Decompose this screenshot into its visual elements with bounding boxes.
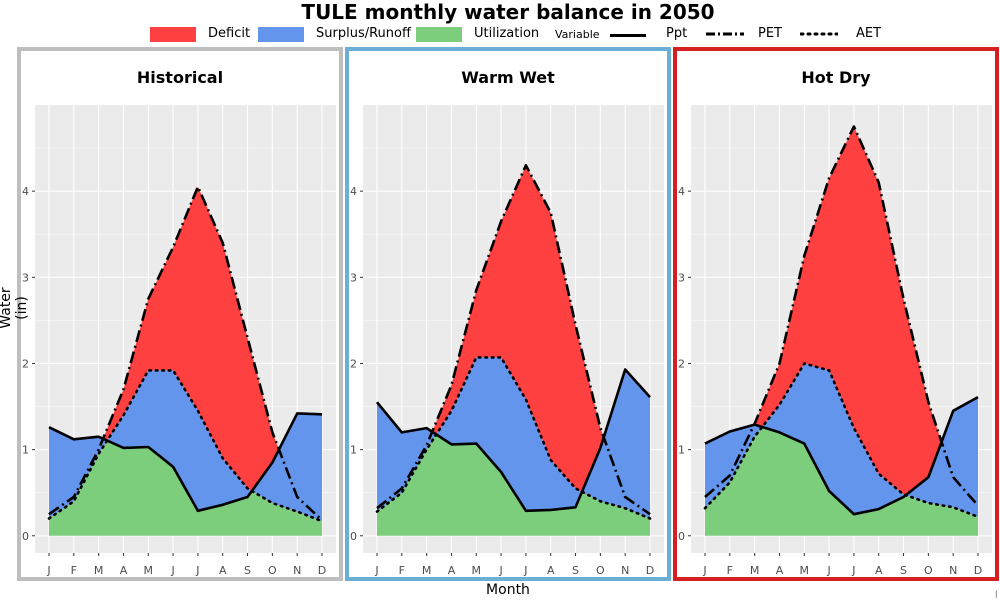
x-tick-label: A [448,564,456,577]
y-tick-label: 1 [22,444,29,457]
area-surplus [705,363,978,517]
chart-title: TULE monthly water balance in 2050 [301,0,715,24]
x-tick-label: D [646,564,654,577]
legend-line-pet [706,32,744,36]
y-tick-label: 2 [350,357,357,370]
y-tick-label: 1 [350,444,357,457]
line-aet [703,362,980,519]
area-utilization [705,427,978,536]
legend: Deficit Surplus/Runoff Utilization Varia… [0,24,1000,46]
y-tick-label: 0 [350,530,357,543]
x-tick-label: A [120,564,128,577]
legend-swatch-surplus [258,27,304,42]
legend-swatch-deficit [150,27,196,42]
x-tick-label: J [523,564,527,577]
x-tick-label: M [800,564,810,577]
y-tick-label: 2 [22,357,29,370]
y-tick-label: 4 [350,185,357,198]
x-tick-label: S [572,564,579,577]
panel-title: Historical [137,68,223,87]
x-tick-label: A [776,564,784,577]
legend-line-ppt [610,34,646,37]
x-tick-label: J [702,564,706,577]
area-utilization [49,440,322,536]
x-tick-label: M [472,564,482,577]
x-tick-label: M [750,564,760,577]
panel-title: Warm Wet [461,68,555,87]
y-axis-label: Water (in) [0,287,30,329]
x-tick-label: O [924,564,933,577]
x-tick-label: J [851,564,855,577]
legend-label-deficit: Deficit [208,26,251,41]
legend-line-aet [800,32,838,36]
x-tick-label: M [144,564,154,577]
x-tick-label: F [71,564,77,577]
legend-label-utilization: Utilization [474,26,540,41]
x-tick-label: D [318,564,326,577]
x-tick-label: S [900,564,907,577]
legend-label-surplus: Surplus/Runoff [316,26,411,41]
corner-tick-mark: | [995,590,998,598]
x-tick-label: O [596,564,605,577]
area-deficit [705,126,978,517]
x-tick-label: J [195,564,199,577]
x-tick-label: D [974,564,982,577]
x-tick-label: O [268,564,277,577]
x-tick-label: N [293,564,301,577]
area-deficit [377,165,650,519]
panel-hot-dry: Hot Dry 0 1 2 3 4 J F M A M J J A S O N D [673,47,999,581]
y-tick-label: 3 [678,271,685,284]
panel-warm-wet: Warm Wet 0 1 2 3 4 J F M A M J J A S O N D [345,47,671,581]
x-tick-label: N [949,564,957,577]
x-tick-label: F [399,564,405,577]
x-tick-label: F [727,564,733,577]
line-aet [375,356,652,520]
x-tick-label: A [875,564,883,577]
y-tick-label: 4 [22,185,29,198]
panel-title: Hot Dry [801,68,871,87]
y-tick-label: 3 [350,271,357,284]
area-surplus [377,357,650,519]
line-ppt [704,395,979,516]
legend-variable-title: Variable [555,28,600,41]
x-tick-label: M [422,564,432,577]
x-tick-label: J [826,564,830,577]
legend-label-pet: PET [758,26,782,41]
line-ppt [375,368,651,513]
legend-swatch-utilization [416,27,462,42]
x-tick-label: J [374,564,378,577]
x-tick-label: N [621,564,629,577]
x-tick-label: M [94,564,104,577]
x-tick-label: S [244,564,251,577]
area-surplus [49,370,322,522]
y-tick-label: 0 [678,530,685,543]
line-pet [48,185,323,522]
legend-label-aet: AET [856,26,882,41]
area-utilization [377,434,650,536]
x-tick-label: J [498,564,502,577]
area-deficit [49,186,322,522]
line-aet [47,369,324,523]
y-tick-label: 4 [678,185,685,198]
x-tick-label: A [219,564,227,577]
line-pet [704,125,979,507]
x-axis-label: Month [486,582,530,598]
y-tick-label: 3 [22,271,29,284]
line-pet [376,164,651,516]
x-tick-label: J [46,564,50,577]
panel-historical: Historical 0 1 2 3 4 J F M A M J J A S O N D [17,47,343,581]
x-tick-label: A [547,564,555,577]
line-ppt [48,412,323,513]
y-tick-label: 2 [678,357,685,370]
y-tick-label: 0 [22,530,29,543]
y-tick-label: 1 [678,444,685,457]
x-tick-label: J [170,564,174,577]
legend-label-ppt: Ppt [666,26,688,41]
